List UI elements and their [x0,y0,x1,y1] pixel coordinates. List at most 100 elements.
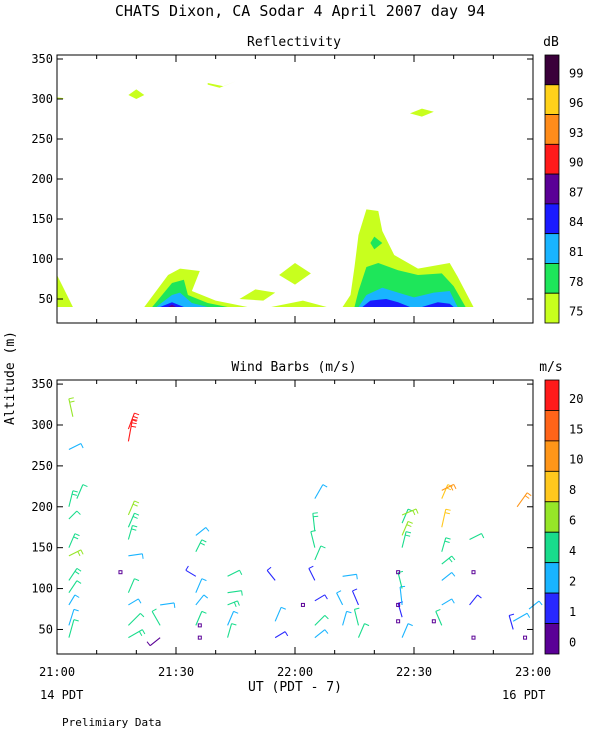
wind-barb [441,509,447,528]
wind-barb [68,619,75,638]
wind-barb-feather [406,524,412,528]
refl-y-tick-label: 350 [31,52,53,66]
wind-barb [68,533,76,548]
wind-barb-feather [233,610,239,614]
wind-barb-feather [241,590,243,596]
refl-colorbar-swatch [544,233,560,264]
wind-barb-feather [448,557,453,563]
reflectivity-contour-75 [207,81,236,88]
wind-barb-feather [451,598,455,604]
wind-barb-feather [137,598,142,604]
wind-barb-feather [308,565,314,569]
wind-barb-feather [138,631,143,636]
wind-barb-feather [336,590,342,594]
wind-barb-feather [69,400,75,403]
wind-barb-feather [134,500,140,504]
reflectivity-contour-75 [271,300,327,307]
wind-barb [195,578,203,593]
wind-barb-feather [284,631,289,637]
wind-barb-feather [364,623,370,627]
reflectivity-contour-75 [239,289,276,301]
wind-barb-feather [146,641,151,646]
wind-colorbar-swatch [544,501,560,533]
reflectivity-contour-75 [279,263,311,285]
wind-y-tick-label: 300 [31,418,53,432]
refl-colorbar-label: 90 [569,156,583,170]
wind-barb-feather [453,484,457,490]
refl-colorbar-swatch [544,143,560,175]
wind-barb-feather [237,600,240,606]
wind-colorbar-label: 1 [569,605,576,619]
wind-barb [195,526,207,536]
wind-colorbar-label: 15 [569,422,583,436]
reflectivity-contour-84 [421,302,454,307]
refl-colorbar-label: 78 [569,275,583,289]
wind-colorbar-label: 0 [569,635,576,649]
wind-barb-feather [312,512,318,514]
wind-barb-feather [201,539,207,543]
wind-barb [195,594,205,606]
footer-note: Prelimiary Data [62,716,161,729]
wind-barb [127,513,135,528]
wind-barb-feather [76,510,81,515]
wind-barb-feather [141,629,146,635]
wind-barb [160,602,175,606]
wind-barb-feather [185,565,189,571]
wind-colorbar-swatch [544,379,560,411]
wind-barb-feather [131,425,137,428]
wind-barb-feather [451,555,456,561]
wind-barb [401,623,409,638]
wind-barb-feather [447,484,453,488]
wind-barb [127,500,135,516]
calm-marker [396,619,401,624]
wind-barb [151,611,161,626]
wind-barb [357,623,365,638]
wind-barb-feather [524,495,530,499]
x-tick-label: 22:00 [277,665,313,679]
wind-barb [351,590,359,606]
wind-barbs-panel: Wind Barbs (m/s) 5010015020025030035021:… [31,360,583,679]
wind-barbs-frame [56,379,534,655]
calm-marker [431,619,436,624]
wind-colorbar-label: 6 [569,514,576,528]
wind-barb-feather [445,508,451,511]
refl-colorbar-label: 75 [569,305,583,319]
wind-barb [227,600,238,606]
wind-barb-feather [131,419,137,422]
wind-barb-feather [324,629,329,634]
wind-barb [441,484,449,499]
wind-barb-feather [73,608,79,612]
wind-y-tick-label: 100 [31,582,53,596]
wind-barb [149,637,161,647]
wind-barb-feather [407,520,413,524]
wind-barb [441,537,447,552]
wind-barb-feather [481,533,485,539]
calm-marker [471,570,476,575]
wind-barb [227,590,242,594]
x-tick-label: 21:00 [39,665,75,679]
wind-barb-feather [320,545,326,549]
wind-barb-feather [445,537,451,540]
refl-colorbar-swatch [544,54,560,86]
wind-barb-feather [134,412,140,416]
wind-barb-feather [239,570,243,575]
figure-title: CHATS Dixon, CA Sodar 4 April 2007 day 9… [115,2,485,20]
wind-barb-feather [140,613,145,618]
wind-barb [127,525,133,540]
reflectivity-axes: 50 100 150 200 250 300 350 [31,52,534,323]
wind-colorbar-swatch [544,410,560,442]
wind-barb [227,623,233,638]
wind-barb-feather [313,515,319,518]
wind-barb [274,631,286,639]
wind-barb-feather [132,418,138,421]
wind-barb-feather [76,580,82,584]
wind-barb-feather [132,415,139,419]
wind-colorbar-label: 8 [569,483,576,497]
refl-y-tick-label: 200 [31,172,53,186]
wind-barb [76,484,84,499]
reflectivity-colorbar: 99 96 93 90 87 84 81 78 75 [544,54,583,324]
wind-barb-feather [151,608,157,612]
wind-barb-feather [526,613,531,618]
